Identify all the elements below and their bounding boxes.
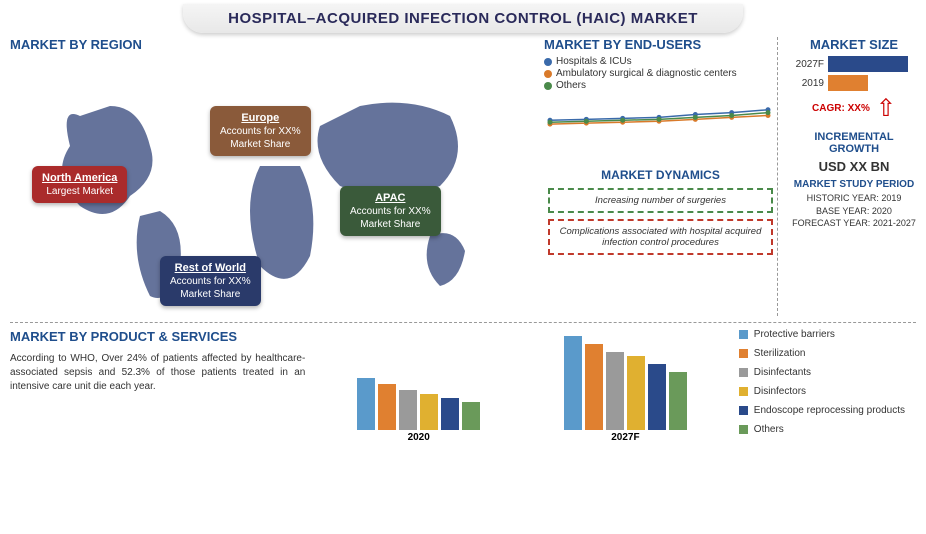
- bar: [564, 336, 582, 430]
- legend-item: Hospitals & ICUs: [544, 56, 777, 67]
- legend-item: Ambulatory surgical & diagnostic centers: [544, 68, 777, 79]
- product-legend-item: Disinfectants: [739, 367, 916, 378]
- legend-item: Others: [544, 80, 777, 91]
- dynamics-restraint-box: Complications associated with hospital a…: [548, 219, 773, 255]
- endusers-line-chart: [544, 97, 774, 157]
- study-line: BASE YEAR: 2020: [792, 205, 916, 218]
- bar: [420, 394, 438, 430]
- region-box-rest-of-world: Rest of WorldAccounts for XX%Market Shar…: [160, 256, 261, 306]
- year-label: 2027F: [564, 432, 687, 443]
- region-panel: MARKET BY REGION North AmericaLargest Ma…: [10, 37, 530, 316]
- arrow-up-icon: ⇧: [876, 94, 896, 123]
- product-legend-item: Endoscope reprocessing products: [739, 405, 916, 416]
- who-text: According to WHO, Over 24% of patients a…: [10, 352, 305, 394]
- size-title: MARKET SIZE: [792, 37, 916, 52]
- products-bar-chart: 2020 2027F: [315, 329, 728, 443]
- incremental-value: USD XX BN: [792, 159, 916, 174]
- product-legend-item: Others: [739, 424, 916, 435]
- divider: [10, 322, 916, 323]
- region-box-apac: APACAccounts for XX%Market Share: [340, 186, 441, 236]
- endusers-legend: Hospitals & ICUsAmbulatory surgical & di…: [544, 56, 777, 91]
- product-legend-item: Sterilization: [739, 348, 916, 359]
- right-panel: MARKET SIZE 2027F 2019 CAGR: XX% ⇧ INCREM…: [786, 37, 916, 316]
- bar: [585, 344, 603, 430]
- region-box-europe: EuropeAccounts for XX%Market Share: [210, 106, 311, 156]
- size-bar-row: 2027F: [792, 56, 916, 72]
- products-legend: Protective barriers Sterilization Disinfec…: [739, 329, 916, 435]
- year-label: 2020: [357, 432, 480, 443]
- bar: [606, 352, 624, 430]
- study-period: MARKET STUDY PERIOD HISTORIC YEAR: 2019B…: [792, 178, 916, 230]
- title-banner: HOSPITAL–ACQUIRED INFECTION CONTROL (HAI…: [183, 4, 743, 33]
- world-map: North AmericaLargest Market EuropeAccount…: [10, 56, 530, 316]
- middle-panel: MARKET BY END-USERS Hospitals & ICUsAmbu…: [538, 37, 778, 316]
- bar: [627, 356, 645, 430]
- market-size-bars: 2027F 2019: [792, 56, 916, 91]
- product-legend-item: Disinfectors: [739, 386, 916, 397]
- bar-group-2020: 2020: [357, 378, 480, 443]
- dynamics-driver-box: Increasing number of surgeries: [548, 188, 773, 213]
- study-line: HISTORIC YEAR: 2019: [792, 192, 916, 205]
- bar: [378, 384, 396, 430]
- bar: [669, 372, 687, 430]
- study-title: MARKET STUDY PERIOD: [792, 178, 916, 192]
- product-legend-item: Protective barriers: [739, 329, 916, 340]
- bar: [357, 378, 375, 430]
- dynamics-title: MARKET DYNAMICS: [544, 168, 777, 182]
- bar: [462, 402, 480, 430]
- cagr-label: CAGR: XX%: [812, 103, 870, 114]
- incremental-title: INCREMENTAL GROWTH: [792, 131, 916, 155]
- bar: [399, 390, 417, 430]
- endusers-title: MARKET BY END-USERS: [544, 37, 777, 52]
- main-title: HOSPITAL–ACQUIRED INFECTION CONTROL (HAI…: [203, 10, 723, 27]
- products-left: MARKET BY PRODUCT & SERVICES According t…: [10, 329, 305, 443]
- size-bar-row: 2019: [792, 75, 916, 91]
- bar-group-2027F: 2027F: [564, 336, 687, 443]
- bar: [648, 364, 666, 430]
- study-line: FORECAST YEAR: 2021-2027: [792, 217, 916, 230]
- region-title: MARKET BY REGION: [10, 37, 530, 52]
- bar: [441, 398, 459, 430]
- region-box-north-america: North AmericaLargest Market: [32, 166, 127, 203]
- products-title: MARKET BY PRODUCT & SERVICES: [10, 329, 305, 344]
